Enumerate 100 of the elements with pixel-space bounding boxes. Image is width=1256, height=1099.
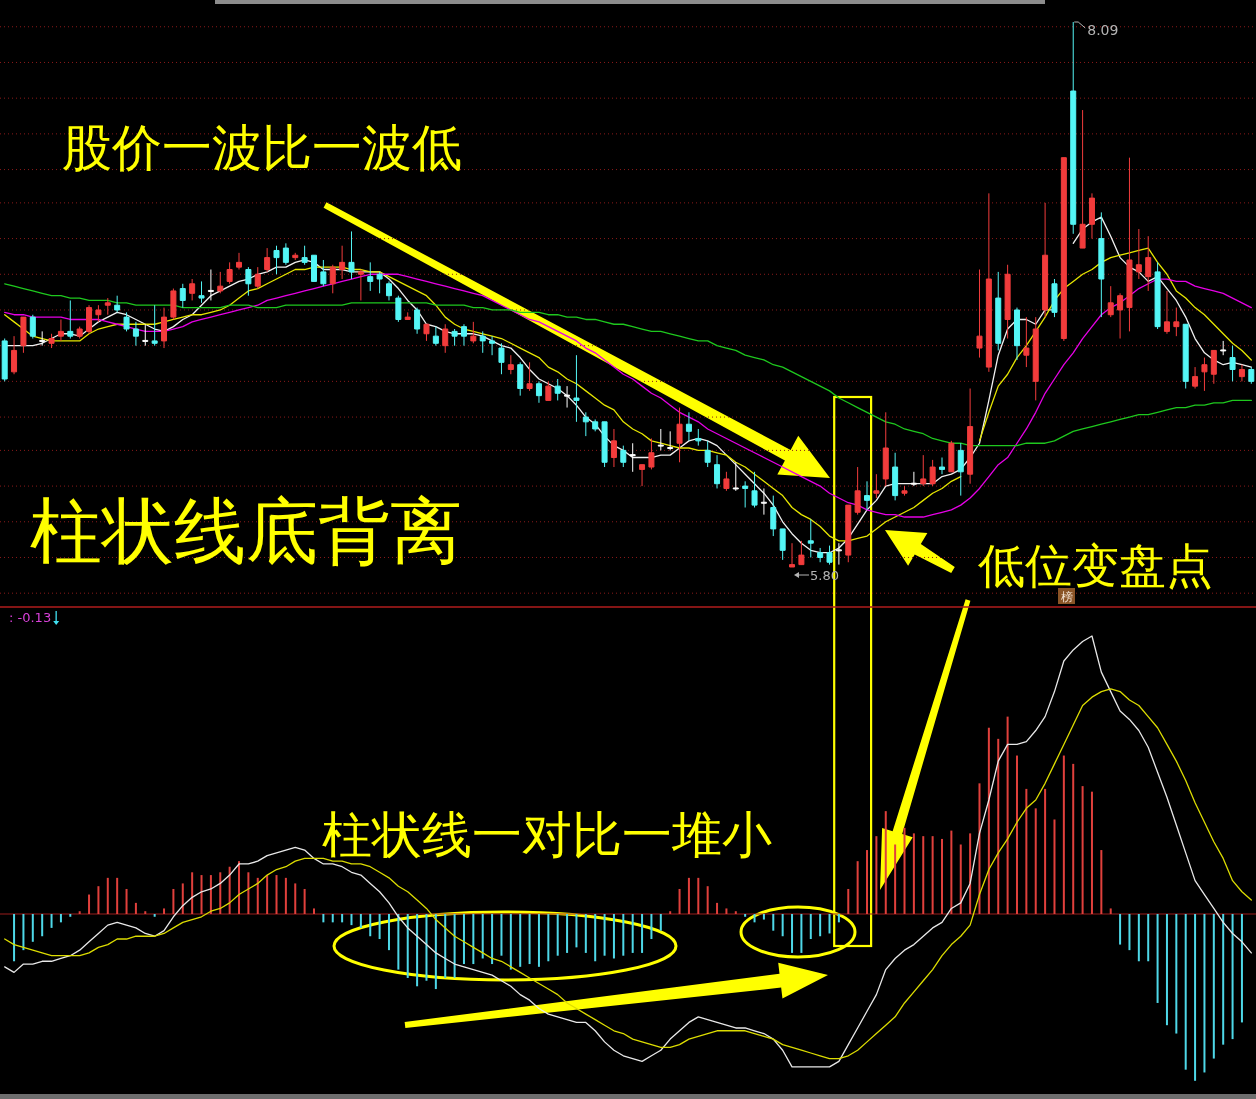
bar [566, 914, 569, 953]
bar [950, 830, 953, 914]
candlestick [564, 385, 571, 409]
candlestick [11, 335, 18, 375]
bar [650, 914, 653, 940]
bar [1072, 763, 1075, 914]
bar [931, 836, 934, 914]
candlestick [86, 304, 93, 335]
candlestick [451, 328, 458, 347]
bar [444, 914, 447, 978]
candlestick [695, 428, 702, 447]
bar [856, 861, 859, 914]
bar [866, 850, 869, 914]
candlestick [1032, 316, 1039, 401]
bar [987, 727, 990, 914]
candlestick [151, 304, 158, 347]
candlestick [939, 457, 945, 475]
bar [284, 877, 287, 914]
bar [13, 914, 16, 962]
candlestick [948, 440, 955, 473]
bar [1119, 914, 1122, 945]
candlestick [1098, 211, 1105, 318]
bar [22, 914, 25, 951]
candlestick [995, 271, 1002, 351]
candlestick [723, 471, 730, 492]
bar [275, 875, 278, 914]
bar [1053, 819, 1056, 914]
bar [247, 872, 250, 914]
candlestick [685, 411, 692, 442]
bar [1137, 914, 1140, 962]
candlestick [742, 480, 749, 508]
candlestick [198, 280, 205, 304]
candlestick [1192, 366, 1199, 390]
bar [209, 875, 212, 914]
bar [1006, 716, 1009, 914]
bar [875, 836, 878, 914]
bar [163, 908, 166, 914]
candlestick [573, 354, 580, 423]
candlestick [460, 323, 467, 347]
candlestick [273, 245, 280, 275]
bar [1212, 914, 1215, 1059]
candlestick [732, 461, 739, 492]
bar [1203, 914, 1206, 1073]
candlestick [901, 485, 908, 497]
candlestick [779, 528, 786, 561]
candlestick [751, 471, 758, 508]
bar [153, 914, 156, 917]
annotation: 柱状线一对比一堆小 [322, 806, 772, 864]
bar [687, 877, 690, 914]
candlestick [873, 473, 880, 499]
bar [753, 914, 756, 923]
candlestick [470, 321, 477, 344]
bar [556, 914, 559, 956]
bar [331, 914, 334, 923]
bar [631, 914, 634, 953]
candlestick [367, 261, 374, 292]
bar [884, 811, 887, 914]
bar [959, 844, 962, 914]
candlestick [882, 411, 889, 487]
bar [434, 914, 437, 990]
bar [894, 844, 897, 914]
bar [416, 914, 419, 987]
candlestick [217, 271, 224, 294]
bar [1222, 914, 1225, 1045]
candlestick [760, 487, 767, 516]
candlestick [704, 440, 711, 468]
candlestick [161, 307, 168, 349]
bar [509, 914, 512, 970]
bar [191, 872, 194, 914]
bar [641, 914, 644, 953]
candlestick [95, 304, 102, 323]
candlestick [929, 459, 936, 487]
bar [481, 914, 484, 959]
bar [59, 914, 62, 923]
candlestick [910, 471, 917, 487]
candlestick [1229, 345, 1236, 382]
bar [200, 875, 203, 914]
candlestick [1210, 349, 1217, 385]
candlestick [1088, 192, 1095, 240]
bar [1034, 808, 1037, 914]
candlestick [920, 454, 927, 487]
bar [1081, 786, 1084, 914]
bar [238, 861, 241, 914]
candlestick [620, 445, 627, 468]
text: : -0.13 [9, 610, 52, 625]
candlestick [123, 311, 130, 332]
candlestick [1145, 235, 1152, 292]
candlestick [667, 430, 674, 451]
candlestick [57, 318, 64, 342]
candlestick [545, 380, 552, 401]
candlestick [29, 314, 36, 340]
bar [453, 914, 456, 978]
candlestick [817, 547, 824, 563]
bar [603, 914, 606, 956]
bar [1184, 914, 1187, 1070]
bar [828, 914, 831, 934]
candlestick [1248, 366, 1255, 385]
bar [78, 911, 81, 914]
bar [659, 914, 662, 931]
candlestick [676, 407, 683, 463]
